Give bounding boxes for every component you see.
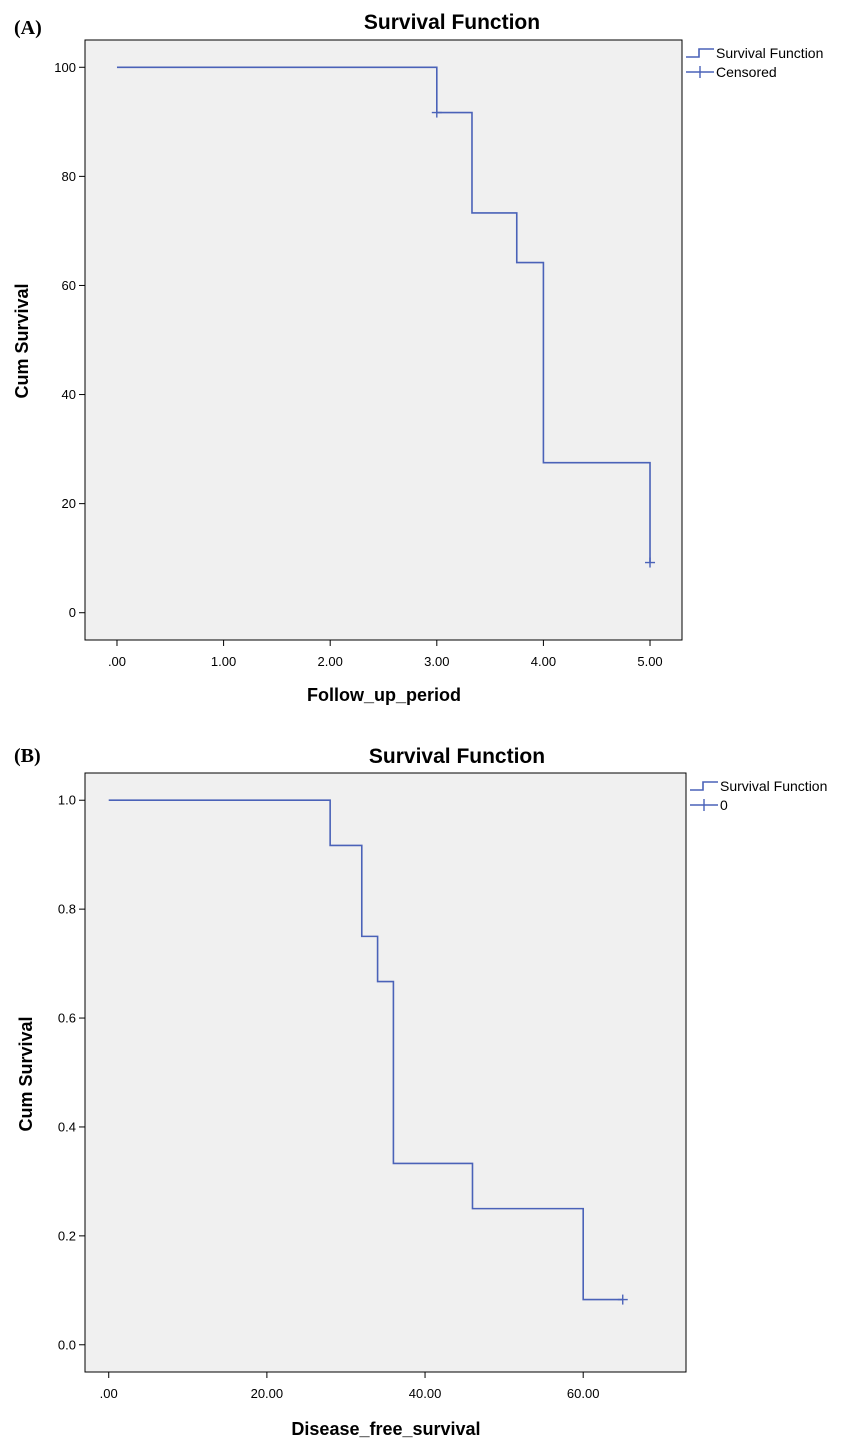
panel-a-y-tick-label: 20 [62,496,76,511]
panel-a-survival-step-line [116,66,651,563]
panel-a-legend-step-icon [686,48,714,58]
panel-b-x-tick-label: 20.00 [251,1386,284,1401]
panel-a-label: (A) [14,17,42,39]
panel-b-legend: Survival Function 0 [690,778,827,813]
panel-b-plot-area [84,772,687,1373]
panel-b-x-tick-label: 60.00 [567,1386,600,1401]
panel-a-x-tick-label: 5.00 [637,654,662,669]
panel-a-x-axis-title: Follow_up_period [307,685,461,705]
panel-a-legend-censored-label: Censored [716,64,777,80]
panel-b-y-tick-label: 0.6 [58,1011,76,1026]
panel-b-legend-survival-label: Survival Function [720,778,827,794]
panel-a-title: Survival Function [364,11,540,34]
panel-a-legend: Survival Function Censored [686,45,823,80]
panel-b-x-tick-label: .00 [100,1386,118,1401]
panel-a-censored-marker [645,557,656,568]
panel-b-censored-marker [617,1294,628,1305]
panel-b-survival-step-line [108,799,623,1301]
panel-b-plot: 0.0 0.2 0.4 0.6 0.8 1.0 .00 20.00 40.00 60.00 Surv… [58,772,827,1401]
panel-b-legend-censored-label: 0 [720,797,728,813]
panel-b-y-tick-label: 0.4 [58,1119,76,1134]
panel-a-plot-area [84,39,683,641]
panel-b-label: (B) [14,745,41,767]
panel-a-y-axis-title: Cum Survival [12,283,32,398]
panel-b-x-axis-title: Disease_free_survival [291,1419,480,1439]
panel-a-y-tick-label: 40 [62,387,76,402]
panel-b-y-tick-label: 0.0 [58,1337,76,1352]
panel-b-x-tick-label: 40.00 [409,1386,442,1401]
panel-a-plot: 0 20 40 60 80 100 .00 1.00 2.00 3.00 4.00 5.00 Survi… [54,39,823,669]
panel-a-x-tick-label: .00 [108,654,126,669]
panel-a-x-tick-label: 1.00 [211,654,236,669]
panel-b-title: Survival Function [369,745,545,768]
panel-b-y-tick-label: 0.8 [58,902,76,917]
panel-a-y-tick-label: 80 [62,169,76,184]
panel-a-legend-survival-label: Survival Function [716,45,823,61]
panel-b-y-tick-label: 0.2 [58,1228,76,1243]
panel-b-y-tick-label: 1.0 [58,793,76,808]
panel-a-censored-marker [431,107,442,118]
panel-b-y-axis-title: Cum Survival [16,1016,36,1131]
panel-a-y-tick-label: 60 [62,278,76,293]
panel-a-y-tick-label: 100 [54,60,76,75]
panel-a-x-tick-label: 4.00 [531,654,556,669]
panel-a-x-tick-label: 3.00 [424,654,449,669]
panel-b-legend-step-icon [690,781,718,791]
panel-a-y-tick-label: 0 [69,605,76,620]
panel-a-x-tick-label: 2.00 [318,654,343,669]
